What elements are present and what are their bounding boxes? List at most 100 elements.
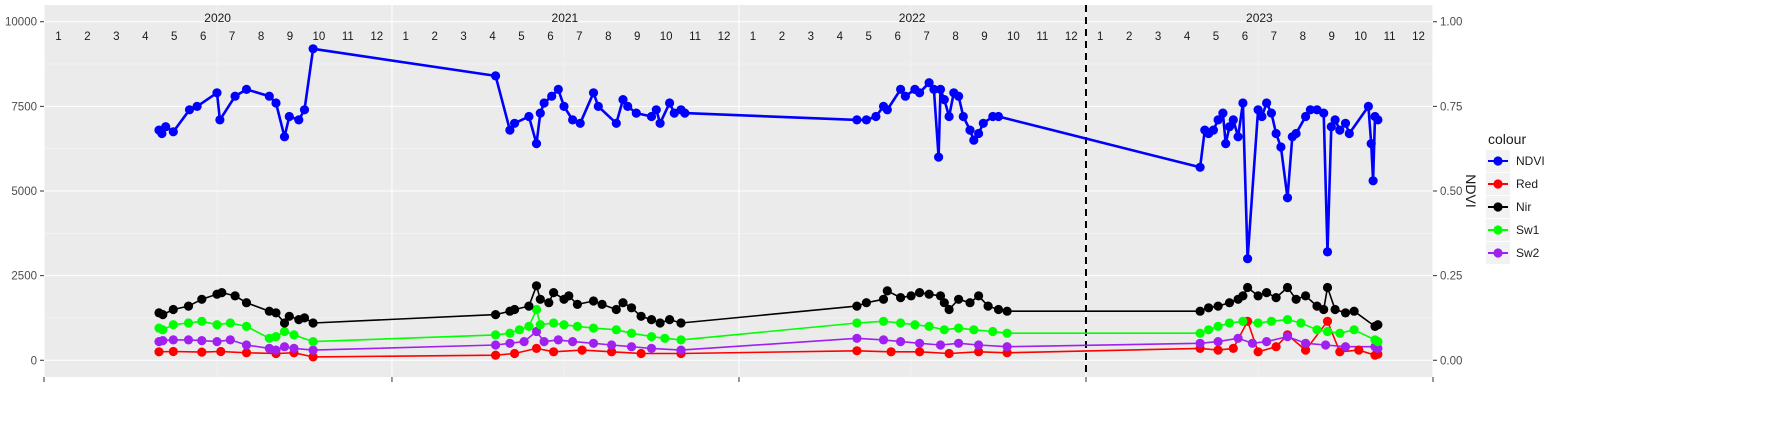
data-point-ndvi [665,98,675,108]
data-point-sw2 [519,337,529,347]
data-point-sw2 [183,335,194,345]
data-point-ndvi [1253,105,1263,115]
data-point-sw2 [279,342,290,352]
data-point-sw1 [271,332,281,342]
data-point-sw2 [241,340,252,350]
data-point-sw2 [878,335,889,345]
data-point-nir [861,298,872,308]
data-point-ndvi [935,84,946,94]
data-point-nir [1330,304,1340,315]
data-point-sw2 [531,326,542,337]
month-label: 4 [837,31,844,43]
data-point-ndvi [929,84,939,94]
data-point-ndvi [1195,162,1205,172]
data-point-sw2 [935,340,946,350]
data-point-nir [1238,291,1248,301]
data-point-ndvi [559,101,569,111]
data-point-sw1 [611,325,621,335]
month-label: 12 [1065,31,1078,43]
legend-label: Sw2 [1516,246,1540,260]
y-left-tick-label: 0 [31,355,37,367]
data-point-nir [1002,306,1012,316]
y-left-tick-label: 10000 [5,17,37,29]
data-point-ndvi [993,111,1004,122]
data-point-ndvi [651,105,661,115]
data-point-sw1 [1204,325,1214,335]
data-point-sw1 [1312,325,1322,335]
month-label: 10 [660,31,673,43]
data-point-nir [924,289,934,299]
data-point-sw2 [896,337,906,347]
legend-item-sw1: Sw1 [1486,219,1540,241]
data-point-nir [618,298,628,308]
data-point-nir [852,301,862,311]
data-point-sw2 [197,336,207,346]
data-point-sw1 [491,330,501,340]
legend-item-red: Red [1486,173,1538,195]
data-point-nir [878,294,889,304]
data-point-nir [1373,320,1383,330]
grid-major [43,5,1434,377]
data-point-sw1 [1373,337,1383,347]
data-point-sw1 [924,321,934,331]
data-point-ndvi [184,105,195,115]
data-point-ndvi [1266,108,1276,118]
data-point-sw1 [1195,328,1205,338]
year-label: 2023 [1246,11,1273,25]
data-point-red [241,348,252,358]
data-point-sw1 [1002,328,1012,338]
data-point-nir [1301,291,1311,301]
data-point-nir [1349,306,1359,316]
data-point-ndvi [505,125,515,135]
data-point-red [531,343,542,353]
series-points-ndvi [154,44,1383,264]
data-point-ndvi [192,101,202,111]
data-point-red [216,346,226,357]
data-point-nir [1195,306,1205,316]
y-left-tick-label: 2500 [11,271,37,283]
month-labels: 1 2 3 4 5 6 7 8 9 10 11 12 1 2 3 4 5 6 7 8 9 10 11 12 1 2 3 4 5 6 7 8 9 1… [55,31,1425,43]
data-point-nir [531,281,542,291]
data-point-nir [944,304,954,315]
month-label: 5 [866,31,872,43]
data-point-sw2 [289,343,299,353]
data-point-sw1 [1296,318,1306,328]
data-point-sw1 [588,323,599,333]
data-point-ndvi [965,125,975,135]
data-point-red [509,348,520,359]
data-point-ndvi [157,128,167,139]
data-point-sw2 [1002,342,1012,352]
data-point-ndvi [491,71,501,81]
data-point-red [852,346,862,356]
data-point-nir [197,294,207,304]
data-point-ndvi [1373,115,1383,125]
data-point-ndvi [900,91,911,101]
data-point-ndvi [1282,193,1293,203]
legend-item-ndvi: NDVI [1486,150,1545,172]
data-point-ndvi [1305,105,1315,115]
data-point-sw2 [168,335,178,345]
data-point-ndvi [934,152,944,162]
data-point-ndvi [969,135,979,145]
data-point-nir [279,318,290,328]
data-point-ndvi [524,111,534,122]
data-point-sw2 [607,340,617,350]
data-point-sw1 [1253,318,1263,328]
month-label: 12 [718,31,731,43]
data-point-ndvi [1243,254,1253,264]
data-point-nir [241,298,252,308]
data-point-sw2 [225,335,235,345]
data-point-sw2 [553,335,563,345]
data-point-sw1 [514,325,525,335]
data-point-nir [1262,288,1272,298]
data-point-ndvi [954,91,964,101]
data-point-ndvi [294,115,304,125]
data-point-red [577,345,587,355]
month-label: 1 [1097,31,1103,43]
data-point-nir [655,318,665,328]
month-label: 9 [634,31,640,43]
month-label: 8 [952,31,958,43]
y-right-tick-label: 1.00 [1440,17,1462,29]
data-point-nir [491,310,501,320]
